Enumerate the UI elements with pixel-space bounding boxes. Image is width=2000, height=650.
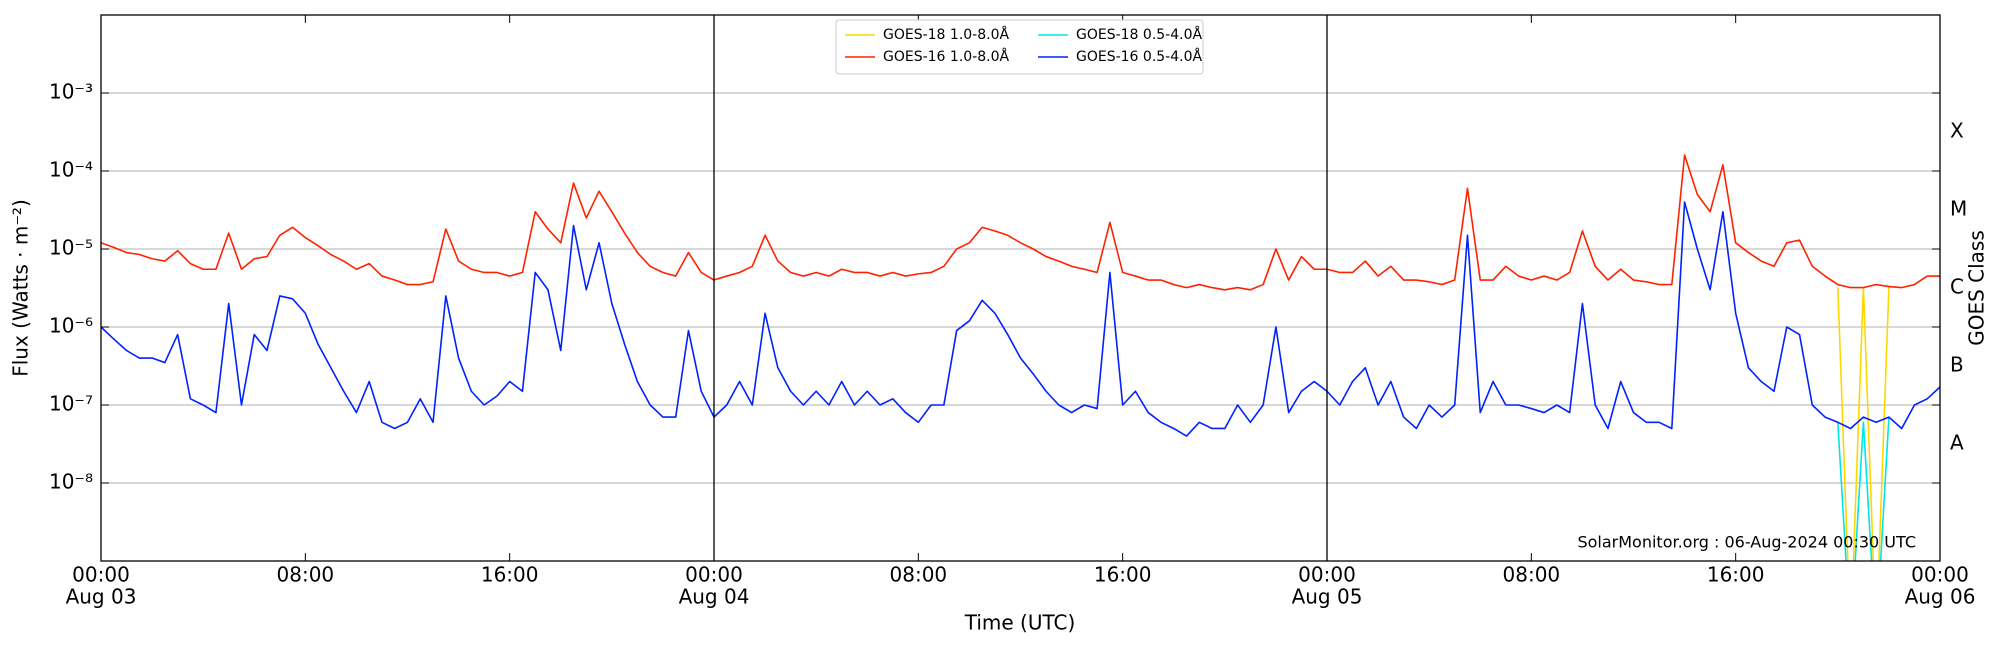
annotation: SolarMonitor.org : 06-Aug-2024 00:30 UTC <box>1577 533 1916 552</box>
y2-tick-label: M <box>1950 197 1967 221</box>
x-date-label: Aug 03 <box>66 585 137 609</box>
x-tick-label: 00:00 <box>1298 563 1356 587</box>
plot-area <box>101 154 1940 561</box>
x-date-label: Aug 06 <box>1905 585 1976 609</box>
legend-label: GOES-16 1.0-8.0Å <box>883 48 1009 65</box>
y-tick-label: 10⁻⁷ <box>49 392 93 416</box>
x-tick-label: 00:00 <box>1911 563 1969 587</box>
y2-tick-label: A <box>1950 431 1964 455</box>
grid <box>101 92 1940 484</box>
x-date-label: Aug 04 <box>679 585 750 609</box>
y2-axis-label: GOES Class <box>1965 230 1989 346</box>
y-tick-label: 10⁻⁵ <box>49 236 93 260</box>
legend-label: GOES-18 1.0-8.0Å <box>883 26 1009 43</box>
legend-label: GOES-18 0.5-4.0Å <box>1076 26 1202 43</box>
series-line <box>101 154 1940 291</box>
x-tick-label: 16:00 <box>481 563 539 587</box>
x-tick-label: 16:00 <box>1094 563 1152 587</box>
x-tick-label: 08:00 <box>1503 563 1561 587</box>
series-line <box>1837 417 1890 561</box>
x-tick-label: 08:00 <box>890 563 948 587</box>
x-tick-label: 00:00 <box>72 563 130 587</box>
legend-box <box>835 19 1204 75</box>
y-tick-label: 10⁻⁸ <box>49 470 93 494</box>
y2-tick-label: X <box>1950 119 1964 143</box>
x-date-label: Aug 05 <box>1292 585 1363 609</box>
y-tick-label: 10⁻⁴ <box>49 158 93 182</box>
y-tick-label: 10⁻⁶ <box>49 314 93 338</box>
y2-tick-label: B <box>1950 353 1964 377</box>
plot-frame <box>100 14 1941 562</box>
series-line <box>1837 286 1890 561</box>
y2-tick-label: C <box>1950 275 1964 299</box>
y-tick-label: 10⁻³ <box>49 80 93 104</box>
axes: 10⁻⁸ 10⁻⁷ 10⁻⁶ 10⁻⁵ 10⁻⁴ 10⁻³ A B C M X 00:00 08:00 1… <box>49 15 1975 609</box>
x-tick-label: 08:00 <box>277 563 335 587</box>
x-axis-label: Time (UTC) <box>964 611 1076 635</box>
x-tick-label: 00:00 <box>685 563 743 587</box>
x-tick-label: 16:00 <box>1707 563 1765 587</box>
legend-label: GOES-16 0.5-4.0Å <box>1076 48 1202 65</box>
legend: GOES-18 1.0-8.0Å GOES-16 1.0-8.0Å GOES-18 … <box>835 19 1204 75</box>
series-line <box>101 201 1940 437</box>
y-axis-label: Flux (Watts · m⁻²) <box>9 199 33 377</box>
